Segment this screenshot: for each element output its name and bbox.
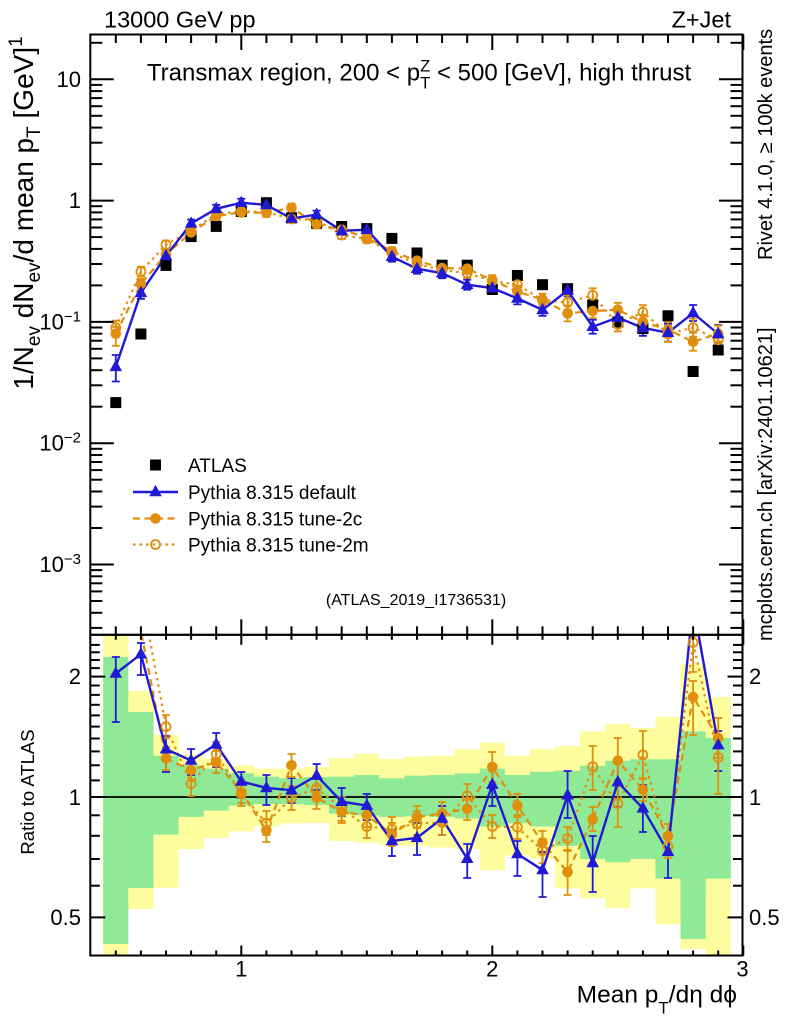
svg-text:mcplots.cern.ch [arXiv:2401.10: mcplots.cern.ch [arXiv:2401.10621] — [755, 327, 777, 641]
svg-text:1: 1 — [69, 785, 81, 810]
svg-text:1: 1 — [235, 957, 247, 982]
svg-text:Pythia 8.315 tune-2c: Pythia 8.315 tune-2c — [188, 510, 362, 531]
svg-text:2: 2 — [69, 664, 81, 689]
svg-text:(ATLAS_2019_I1736531): (ATLAS_2019_I1736531) — [326, 592, 506, 609]
svg-text:ATLAS: ATLAS — [188, 456, 247, 477]
svg-text:1: 1 — [749, 785, 761, 810]
svg-text:2: 2 — [749, 664, 761, 689]
svg-text:1: 1 — [69, 188, 81, 213]
svg-text:Ratio to ATLAS: Ratio to ATLAS — [17, 729, 38, 854]
svg-text:10: 10 — [57, 67, 81, 92]
svg-text:2: 2 — [486, 957, 498, 982]
svg-text:Rivet 4.1.0, ≥ 100k events: Rivet 4.1.0, ≥ 100k events — [755, 29, 777, 260]
svg-text:0.5: 0.5 — [749, 905, 780, 930]
svg-text:3: 3 — [736, 957, 748, 982]
svg-text:Z+Jet: Z+Jet — [672, 7, 732, 33]
svg-text:10−3: 10−3 — [39, 551, 81, 577]
svg-text:Pythia 8.315 default: Pythia 8.315 default — [188, 483, 357, 504]
svg-text:Pythia 8.315 tune-2m: Pythia 8.315 tune-2m — [188, 536, 369, 557]
svg-text:1/Nev dNev/d mean pT [GeV]1: 1/Nev dNev/d mean pT [GeV]1 — [6, 36, 45, 389]
svg-text:13000 GeV pp: 13000 GeV pp — [104, 7, 256, 33]
svg-text:0.5: 0.5 — [50, 905, 81, 930]
